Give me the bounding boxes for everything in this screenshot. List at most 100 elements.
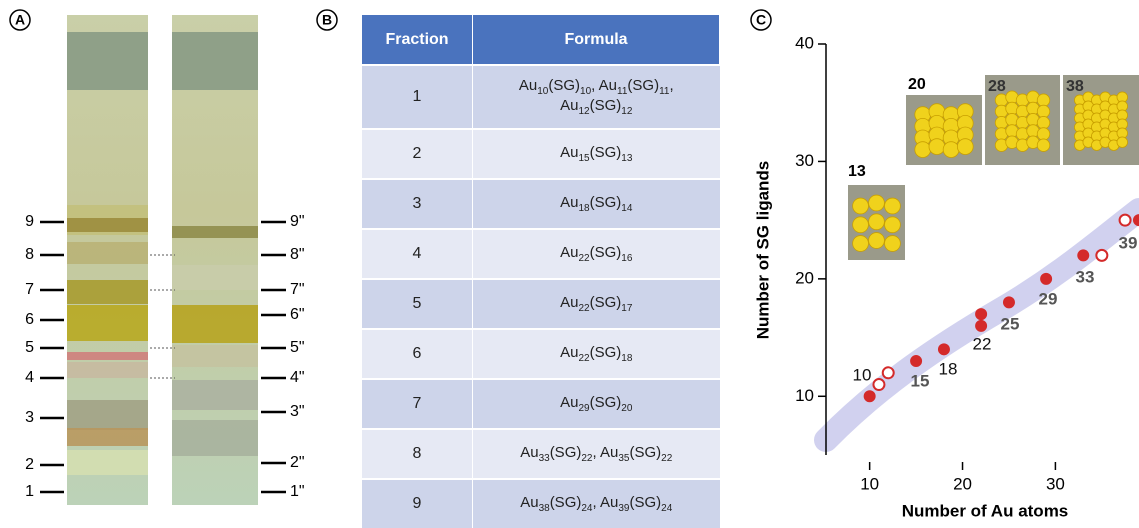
lane-label: 6" (290, 306, 305, 323)
subscript: 20 (621, 403, 632, 414)
point-label: 22 (973, 334, 992, 353)
formula-text: (SG) (550, 444, 582, 461)
y-tick-label: 20 (795, 268, 814, 287)
subscript: 22 (578, 353, 589, 364)
formula-text: Au (560, 144, 578, 161)
subscript: 35 (618, 453, 629, 464)
data-point (864, 391, 875, 402)
subscript: 18 (578, 203, 589, 214)
data-point (1078, 250, 1089, 261)
point-label: 15 (911, 371, 930, 390)
gel-band (67, 218, 148, 232)
formula-text: (SG) (590, 97, 622, 114)
formula-text: Au (560, 194, 578, 211)
panel-label: B (322, 12, 332, 28)
data-point (1041, 273, 1052, 284)
gel-band (67, 242, 148, 264)
formula-text: Au (560, 294, 578, 311)
subscript: 11 (617, 86, 627, 97)
cluster-atom (1037, 128, 1050, 141)
formula-text: Au (599, 77, 617, 94)
formula-text: (SG) (590, 294, 622, 311)
subscript: 10 (537, 86, 548, 97)
point-label: 39 (1119, 233, 1138, 252)
fraction-cell: 8 (362, 429, 473, 479)
formula-cell: Au22(SG)17 (473, 279, 720, 329)
subscript: 33 (539, 453, 550, 464)
lane-label: 8 (25, 246, 34, 263)
cluster-atom (957, 139, 973, 155)
cluster-label: 13 (848, 163, 866, 180)
cluster-atom (869, 195, 885, 211)
separator: , (592, 494, 600, 511)
data-point (1003, 297, 1014, 308)
gel-band (67, 305, 148, 341)
lane-label: 3 (25, 409, 34, 426)
lane-label: 4 (25, 369, 34, 386)
fraction-cell: 9 (362, 479, 473, 528)
lane-label: 9 (25, 213, 34, 230)
lane-label: 1 (25, 483, 34, 500)
y-axis-title: Number of SG ligands (753, 161, 772, 340)
formula-cell: Au15(SG)13 (473, 129, 720, 179)
data-point (911, 356, 922, 367)
fraction-cell: 5 (362, 279, 473, 329)
cluster-atom (869, 214, 885, 230)
subscript: 22 (581, 453, 592, 464)
column-header: Formula (473, 15, 720, 65)
formula-cell: Au29(SG)20 (473, 379, 720, 429)
lane-label: 2 (25, 456, 34, 473)
subscript: 12 (621, 106, 632, 117)
gel-band (67, 400, 148, 430)
well (172, 32, 258, 90)
lane-label: 1" (290, 483, 305, 500)
formula-cell: Au22(SG)18 (473, 329, 720, 379)
cluster-atom (885, 217, 901, 233)
fraction-cell: 3 (362, 179, 473, 229)
formula-text: (SG) (590, 144, 622, 161)
gel-band (172, 265, 258, 290)
separator: , (592, 444, 600, 461)
cluster-atom (885, 198, 901, 214)
lane-label: 2" (290, 454, 305, 471)
formula-cell: Au18(SG)14 (473, 179, 720, 229)
y-tick-label: 10 (795, 386, 814, 405)
formula-text: (SG) (590, 194, 622, 211)
gel-band (67, 362, 148, 378)
fraction-cell: 2 (362, 129, 473, 179)
cluster-atom (943, 142, 959, 158)
subscript: 22 (578, 253, 589, 264)
gel-band (172, 345, 258, 367)
formula-text: Au (560, 97, 578, 114)
gel-band (172, 305, 258, 343)
lane-label: 6 (25, 311, 34, 328)
gel-band (67, 428, 148, 446)
point-label: 25 (1001, 314, 1020, 333)
formula-text: (SG) (629, 494, 661, 511)
subscript: 11 (659, 86, 669, 97)
subscript: 18 (621, 353, 632, 364)
subscript: 22 (578, 303, 589, 314)
formula-text: (SG) (550, 494, 582, 511)
point-label: 18 (939, 359, 958, 378)
subscript: 24 (661, 503, 672, 514)
lane-label: 3" (290, 403, 305, 420)
panel-label: C (756, 12, 766, 28)
subscript: 24 (581, 503, 592, 514)
lane-label: 7" (290, 281, 305, 298)
subscript: 14 (621, 203, 632, 214)
subscript: 22 (661, 453, 672, 464)
lane-label: 4" (290, 369, 305, 386)
formula-text: Au (520, 444, 538, 461)
subscript: 16 (621, 253, 632, 264)
gel-band (172, 226, 258, 238)
formula-text: Au (519, 77, 537, 94)
point-label: 29 (1039, 289, 1058, 308)
